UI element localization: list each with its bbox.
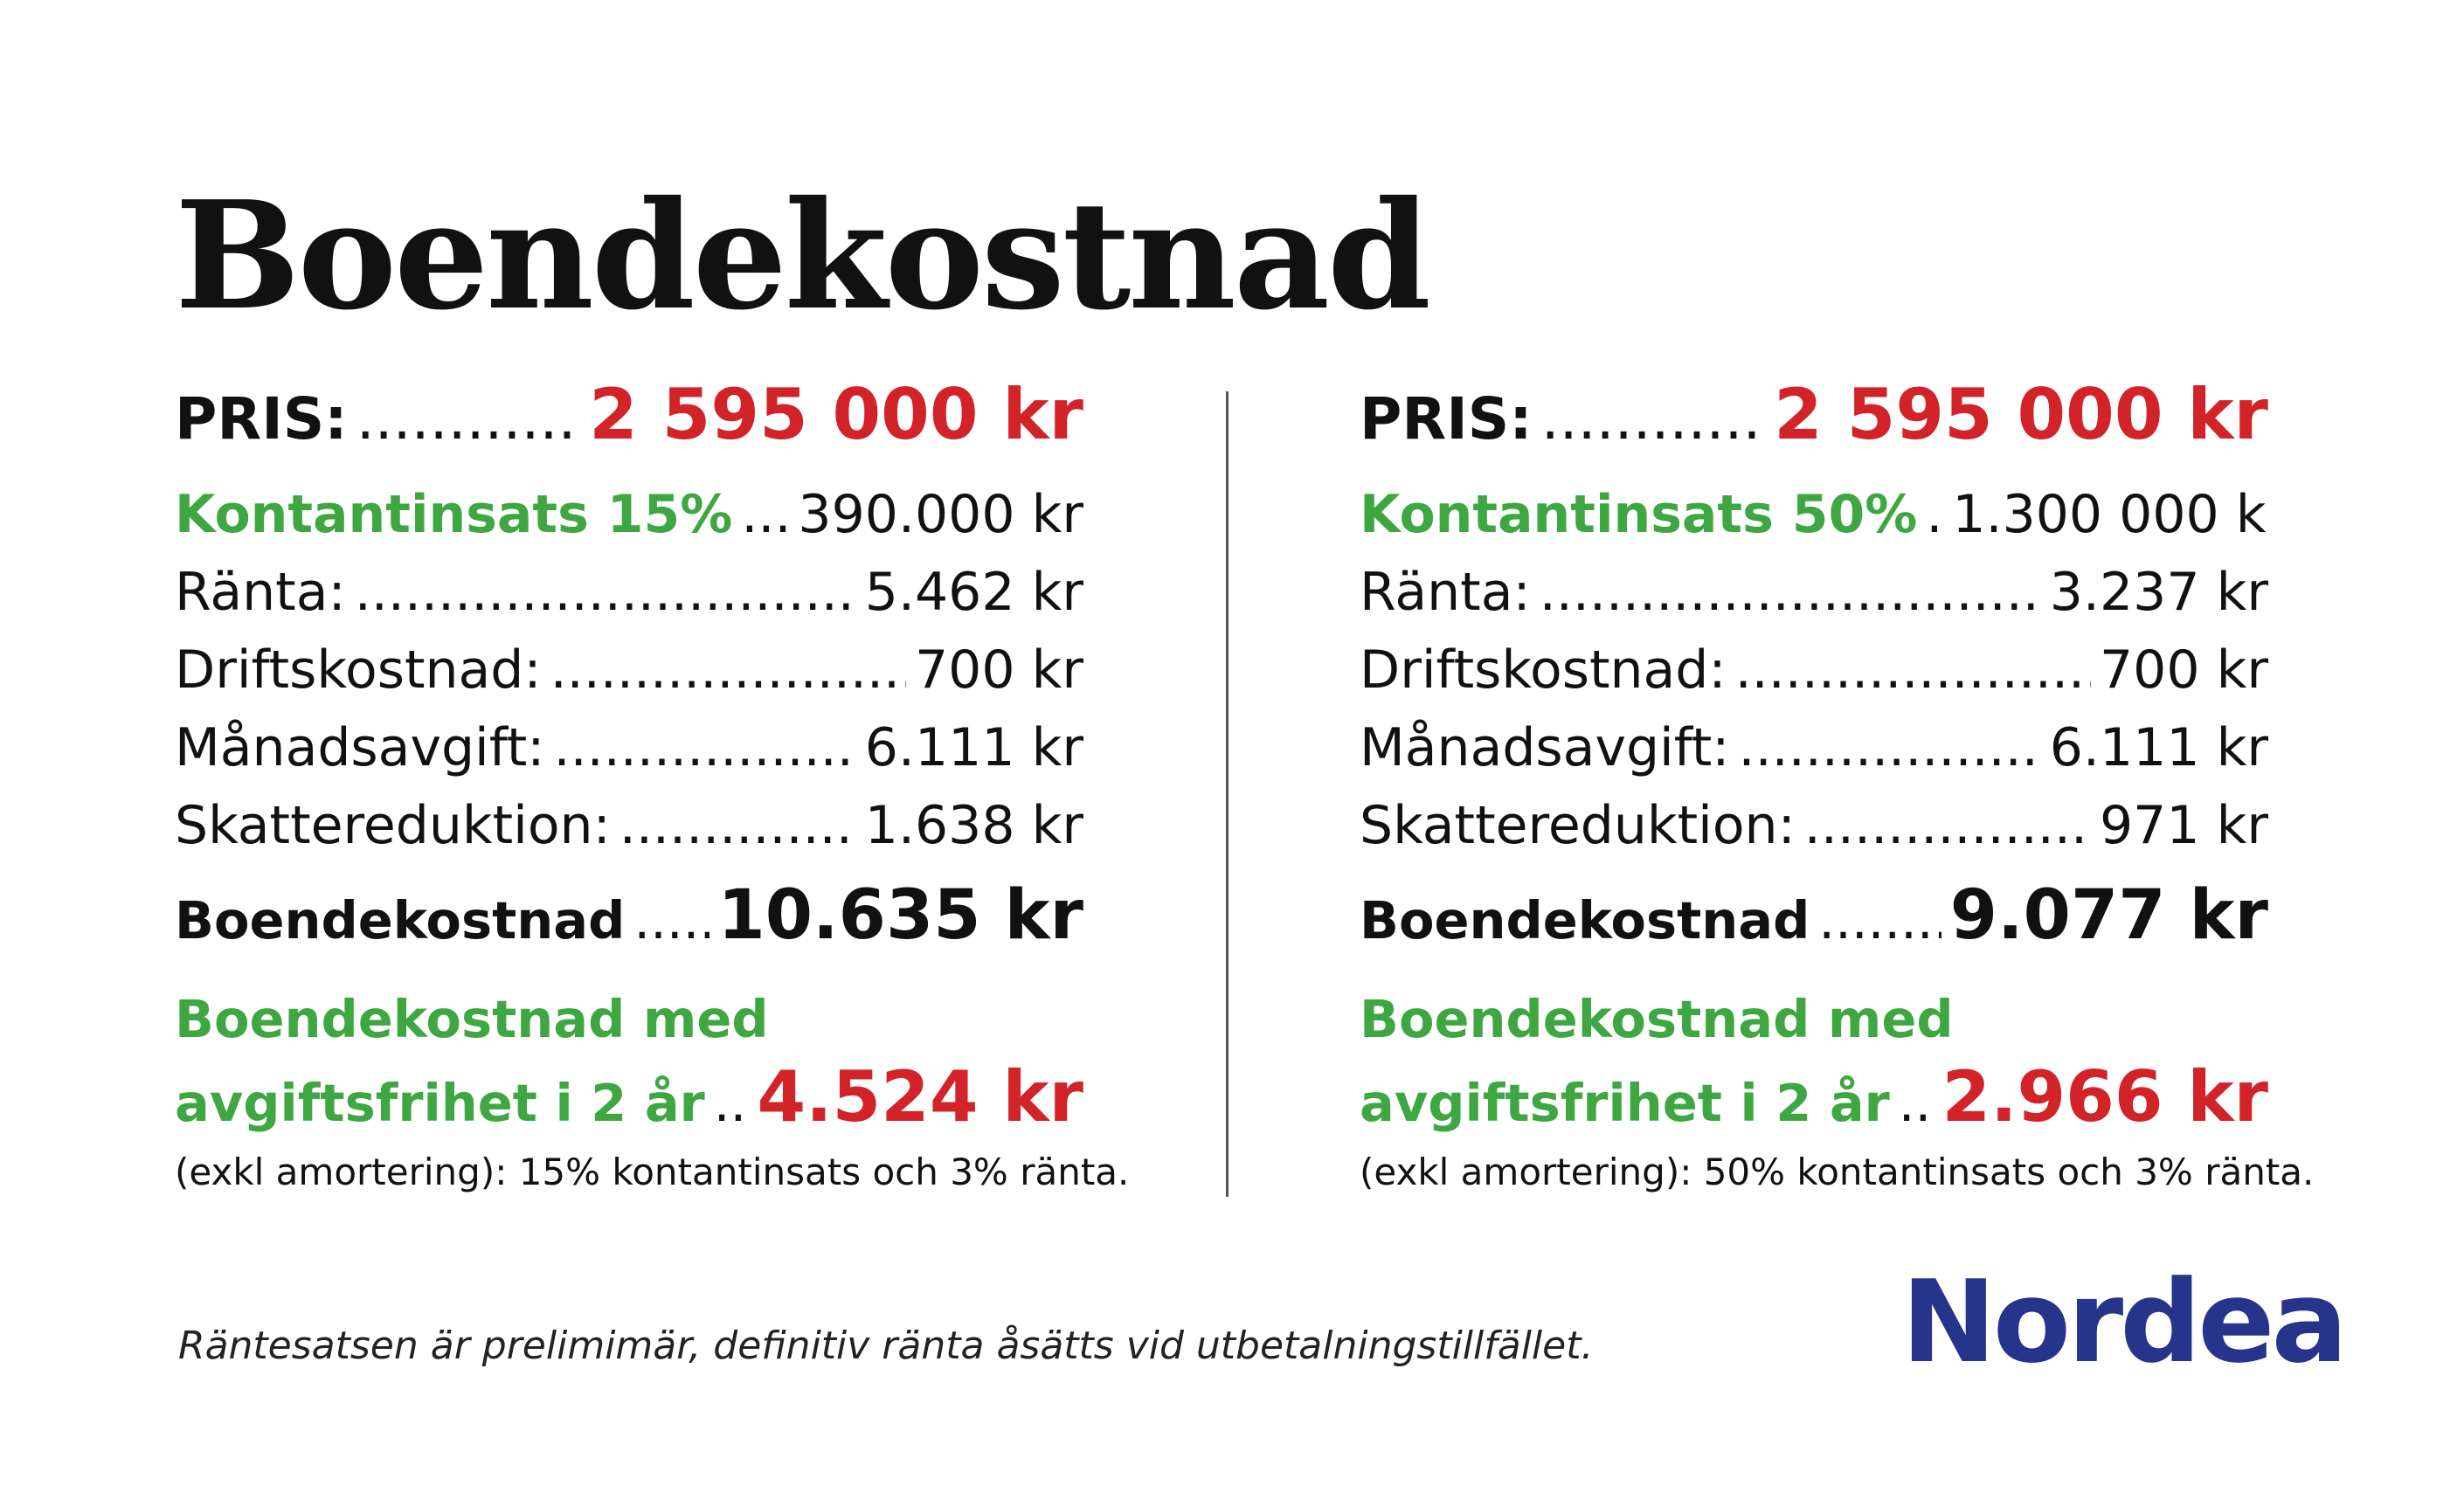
monthly-fee-label: Månadsavgift: [175, 717, 545, 778]
fee-free-value: 4.524 kr [757, 1056, 1083, 1137]
operating-cost-value: 700 kr [2099, 639, 2268, 701]
fee-free-heading: Boendekostnad med [1360, 989, 1954, 1049]
dot-leader [741, 484, 789, 545]
operating-cost-value: 700 kr [914, 639, 1083, 701]
price-row: PRIS: 2 595 000 kr [175, 374, 1083, 472]
tax-reduction-value: 971 kr [2099, 795, 2268, 856]
price-value: 2 595 000 kr [589, 374, 1083, 455]
nordea-logo: Nordea [1901, 1255, 2348, 1388]
housing-cost-value: 9.077 kr [1949, 876, 2268, 955]
price-label: PRIS: [1360, 385, 1533, 453]
monthly-fee-value: 6.111 kr [2049, 717, 2268, 778]
monthly-fee-value: 6.111 kr [864, 717, 1083, 778]
dot-leader [356, 385, 580, 453]
page-title: Boendekostnad [175, 169, 1431, 343]
down-payment-label: Kontantinsats 50% [1360, 484, 1918, 545]
fee-free-row: avgiftsfrihet i 2 år 4.524 kr [175, 1056, 1083, 1144]
assumption-note: (exkl amortering): 50% kontantinsats och… [1360, 1151, 2315, 1193]
operating-cost-row: Driftskostnad: 700 kr [175, 639, 1083, 717]
dot-leader [1804, 795, 2091, 856]
dot-leader [633, 890, 709, 950]
price-value: 2 595 000 kr [1774, 374, 2268, 455]
dot-leader [554, 717, 856, 778]
interest-row: Ränta: 5.462 kr [175, 562, 1083, 639]
price-label: PRIS: [175, 385, 348, 453]
tax-reduction-row: Skattereduktion: 1.638 kr [175, 795, 1083, 873]
interest-row: Ränta: 3.237 kr [1360, 562, 2268, 639]
dot-leader [1735, 639, 2091, 701]
dot-leader [1899, 1073, 1934, 1133]
tax-reduction-value: 1.638 kr [864, 795, 1083, 856]
fee-free-row: avgiftsfrihet i 2 år 2.966 kr [1360, 1056, 2268, 1144]
monthly-fee-row: Månadsavgift: 6.111 kr [175, 717, 1083, 795]
column-divider [1226, 391, 1229, 1197]
interest-value: 3.237 kr [2049, 562, 2268, 623]
housing-cost-value: 10.635 kr [717, 876, 1084, 955]
dot-leader [1818, 890, 1941, 950]
housing-cost-row: Boendekostnad 9.077 kr [1360, 876, 2268, 974]
fee-free-label: avgiftsfrihet i 2 år [1360, 1073, 1890, 1133]
price-row: PRIS: 2 595 000 kr [1360, 374, 2268, 472]
fee-free-value: 2.966 kr [1941, 1056, 2268, 1137]
cost-column-50: PRIS: 2 595 000 kr Kontantinsats 50% 1.3… [1360, 374, 2315, 1193]
dot-leader [355, 562, 856, 623]
down-payment-row: Kontantinsats 15% 390.000 kr [175, 484, 1083, 562]
operating-cost-label: Driftskostnad: [175, 639, 542, 701]
down-payment-row: Kontantinsats 50% 1.300 000 kr [1360, 484, 2268, 562]
down-payment-label: Kontantinsats 15% [175, 484, 733, 545]
tax-reduction-label: Skattereduktion: [175, 795, 611, 856]
housing-cost-label: Boendekostnad [1360, 890, 1810, 950]
down-payment-value: 390.000 kr [798, 484, 1083, 545]
housing-cost-label: Boendekostnad [175, 890, 626, 950]
dot-leader [1540, 562, 2041, 623]
tax-reduction-row: Skattereduktion: 971 kr [1360, 795, 2268, 873]
dot-leader [714, 1073, 749, 1133]
cost-column-15: PRIS: 2 595 000 kr Kontantinsats 15% 390… [175, 374, 1130, 1193]
interest-label: Ränta: [175, 562, 346, 623]
interest-footnote: Räntesatsen är prelimimär, definitiv rän… [178, 1324, 1594, 1368]
dot-leader [1541, 385, 1765, 453]
dot-leader [1739, 717, 2041, 778]
assumption-note: (exkl amortering): 15% kontantinsats och… [175, 1151, 1130, 1193]
monthly-fee-label: Månadsavgift: [1360, 717, 1730, 778]
housing-cost-row: Boendekostnad 10.635 kr [175, 876, 1083, 974]
monthly-fee-row: Månadsavgift: 6.111 kr [1360, 717, 2268, 795]
fee-free-label: avgiftsfrihet i 2 år [175, 1073, 705, 1133]
tax-reduction-label: Skattereduktion: [1360, 795, 1796, 856]
down-payment-value: 1.300 000 kr [1952, 484, 2268, 545]
interest-value: 5.462 kr [864, 562, 1083, 623]
operating-cost-label: Driftskostnad: [1360, 639, 1727, 701]
fee-free-heading: Boendekostnad med [175, 989, 769, 1049]
operating-cost-row: Driftskostnad: 700 kr [1360, 639, 2268, 717]
dot-leader [619, 795, 856, 856]
dot-leader [550, 639, 906, 701]
interest-label: Ränta: [1360, 562, 1531, 623]
dot-leader [1926, 484, 1943, 545]
